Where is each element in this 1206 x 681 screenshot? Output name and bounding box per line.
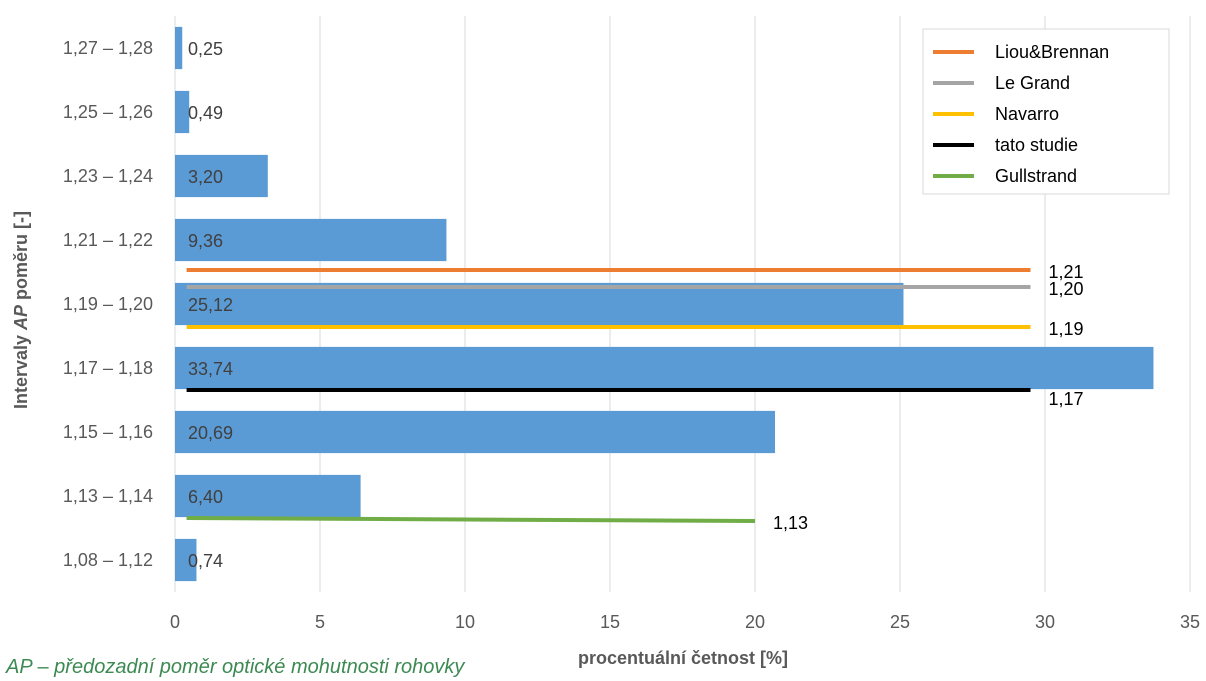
- legend-label: Liou&Brennan: [995, 42, 1109, 62]
- data-label: 6,40: [188, 487, 223, 507]
- category-labels: 1,27 – 1,28 1,25 – 1,26 1,23 – 1,24 1,21 – …: [63, 38, 153, 570]
- category-label: 1,13 – 1,14: [63, 486, 153, 506]
- reference-line-label: 1,20: [1049, 279, 1084, 299]
- bar: [175, 26, 183, 70]
- bar: [175, 474, 361, 518]
- x-tick-label: 25: [890, 612, 910, 632]
- x-tick-label: 10: [455, 612, 475, 632]
- reference-line-label: 1,19: [1049, 319, 1084, 339]
- x-tick-label: 20: [745, 612, 765, 632]
- reference-line: [186, 516, 756, 523]
- legend: Liou&Brennan Le Grand Navarro tato studie Gu…: [922, 28, 1170, 195]
- y-axis-title-part: Intervaly: [11, 330, 31, 409]
- category-label: 1,27 – 1,28: [63, 38, 153, 58]
- category-label: 1,25 – 1,26: [63, 102, 153, 122]
- data-label: 0,25: [188, 39, 223, 59]
- data-label: 0,74: [188, 551, 223, 571]
- category-label: 1,15 – 1,16: [63, 422, 153, 442]
- bar: [175, 538, 197, 582]
- data-label: 3,20: [188, 167, 223, 187]
- bar: [175, 90, 190, 134]
- x-tick-label: 0: [170, 612, 180, 632]
- reference-line-label: 1,17: [1049, 389, 1084, 409]
- category-label: 1,23 – 1,24: [63, 166, 153, 186]
- x-tick-label: 5: [315, 612, 325, 632]
- data-label: 0,49: [188, 103, 223, 123]
- category-label: 1,08 – 1,12: [63, 550, 153, 570]
- x-tick-label: 35: [1180, 612, 1200, 632]
- legend-box: [922, 28, 1170, 195]
- category-label: 1,19 – 1,20: [63, 294, 153, 314]
- category-label: 1,17 – 1,18: [63, 358, 153, 378]
- data-label: 20,69: [188, 423, 233, 443]
- x-tick-labels: 0 5 10 15 20 25 30 35: [170, 612, 1200, 632]
- y-axis-title-part: AP: [11, 304, 31, 331]
- data-label: 25,12: [188, 295, 233, 315]
- reference-lines: 1,211,20 1,19 1,17 1,13: [186, 262, 1084, 533]
- y-axis-title-part: poměru [-]: [11, 211, 31, 305]
- reference-line-label: 1,13: [773, 513, 808, 533]
- x-tick-label: 30: [1035, 612, 1055, 632]
- bar: [175, 282, 904, 326]
- bar: [175, 346, 1154, 390]
- bar: [175, 410, 776, 454]
- bar: [175, 154, 268, 198]
- bar: [175, 218, 447, 262]
- reference-line-label: 1,21: [1049, 262, 1084, 282]
- data-label: 33,74: [188, 359, 233, 379]
- y-axis-title: Intervaly AP poměru [-]: [11, 211, 31, 409]
- x-tick-label: 15: [600, 612, 620, 632]
- footnote: AP – předozadní poměr optické mohutnosti…: [6, 656, 465, 678]
- legend-label: tato studie: [995, 135, 1078, 155]
- data-label: 9,36: [188, 231, 223, 251]
- legend-label: Le Grand: [995, 73, 1070, 93]
- legend-label: Gullstrand: [995, 166, 1077, 186]
- bars: 0,25 0,49 3,20 9,36 25,12 33,74 20,69 6,40 0,74: [175, 26, 1154, 582]
- x-axis-title: procentuální četnost [%]: [578, 648, 788, 668]
- legend-label: Navarro: [995, 104, 1059, 124]
- category-label: 1,21 – 1,22: [63, 230, 153, 250]
